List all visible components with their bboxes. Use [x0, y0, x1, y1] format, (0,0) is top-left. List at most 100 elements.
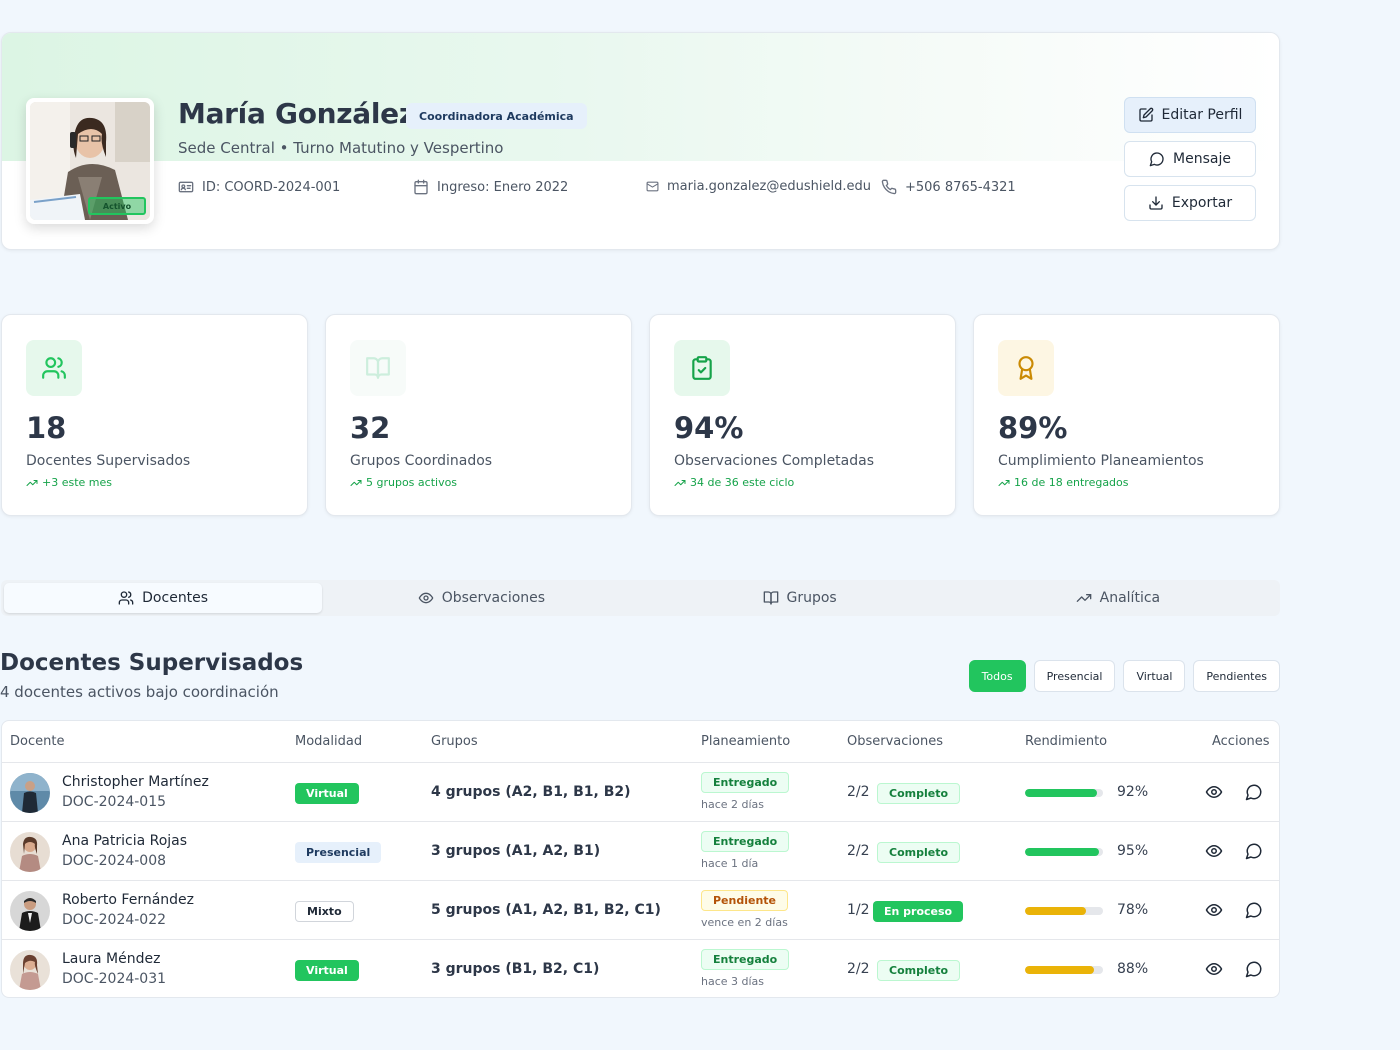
stat-trend-text: 34 de 36 este ciclo — [690, 476, 795, 489]
tab-observaciones[interactable]: Observaciones — [322, 583, 640, 613]
profile-card: Activo María González Coordinadora Acadé… — [1, 32, 1280, 250]
planeamiento-time: hace 3 días — [701, 975, 765, 988]
tab-grupos[interactable]: Grupos — [641, 583, 959, 613]
teacher-avatar — [10, 891, 50, 931]
profile-email-text[interactable]: maria.gonzalez@edushield.edu — [667, 179, 871, 194]
teacher-code: DOC-2024-008 — [62, 853, 167, 869]
message-row-button[interactable] — [1245, 901, 1263, 919]
profile-ingreso: Ingreso: Enero 2022 — [413, 179, 568, 195]
export-button[interactable]: Exportar — [1124, 185, 1256, 221]
message-row-button[interactable] — [1245, 783, 1263, 801]
eye-icon — [1205, 845, 1223, 857]
status-badge: Activo — [88, 197, 146, 215]
grupos-text: 5 grupos (A1, A2, B1, B2, C1) — [431, 902, 661, 918]
filter-presencial[interactable]: Presencial — [1033, 660, 1116, 692]
observaciones-badge: Completo — [877, 842, 961, 863]
filter-pendientes[interactable]: Pendientes — [1193, 660, 1280, 692]
planeamiento-badge: Entregado — [701, 949, 790, 970]
tab-bar: Docentes Observaciones Grupos Analítica — [1, 580, 1280, 616]
edit-icon — [1138, 107, 1153, 122]
filter-todos[interactable]: Todos — [968, 660, 1026, 692]
teacher-code: DOC-2024-022 — [62, 912, 167, 928]
tab-label: Analítica — [1099, 590, 1161, 606]
message-row-button[interactable] — [1245, 960, 1263, 978]
message-circle-icon — [1149, 152, 1164, 167]
profile-subtitle: Sede Central • Turno Matutino y Vesperti… — [178, 139, 504, 157]
award-icon — [1018, 356, 1034, 380]
rendimiento-bar — [1025, 789, 1103, 797]
trending-up-icon — [674, 479, 686, 486]
users-icon — [42, 357, 66, 379]
stat-card-observaciones: 94% Observaciones Completadas 34 de 36 e… — [649, 314, 956, 516]
mail-icon — [646, 181, 659, 192]
observaciones-count: 2/2 — [847, 784, 870, 800]
stat-trend: 16 de 18 entregados — [998, 476, 1129, 489]
planeamiento-time: hace 2 días — [701, 798, 765, 811]
teacher-name[interactable]: Roberto Fernández — [62, 892, 195, 908]
id-card-icon — [178, 181, 194, 193]
modalidad-badge: Mixto — [295, 901, 354, 922]
download-icon — [1149, 196, 1163, 210]
trending-up-icon — [350, 479, 362, 486]
profile-photo: Activo — [30, 102, 150, 220]
modalidad-badge: Virtual — [295, 960, 359, 981]
planeamiento-time: hace 1 día — [701, 857, 759, 870]
message-circle-icon — [1245, 961, 1262, 978]
rendimiento-bar-fill — [1025, 907, 1086, 915]
stat-trend-text: +3 este mes — [42, 476, 113, 489]
trending-up-icon — [998, 479, 1010, 486]
profile-email: maria.gonzalez@edushield.edu — [646, 179, 871, 194]
planeamiento-badge: Entregado — [701, 831, 790, 852]
teacher-name[interactable]: Laura Méndez — [62, 951, 161, 967]
edit-profile-button[interactable]: Editar Perfil — [1124, 97, 1256, 133]
table-header: Docente Modalidad Grupos Planeamiento Ob… — [2, 721, 1279, 763]
docentes-table: Docente Modalidad Grupos Planeamiento Ob… — [1, 720, 1280, 998]
rendimiento-value: 78% — [1117, 902, 1149, 918]
rendimiento-bar — [1025, 907, 1103, 915]
grupos-text: 3 grupos (A1, A2, B1) — [431, 843, 601, 859]
teacher-code: DOC-2024-031 — [62, 971, 167, 987]
teacher-name[interactable]: Ana Patricia Rojas — [62, 833, 188, 849]
teacher-avatar — [10, 832, 50, 872]
observaciones-badge: Completo — [877, 960, 961, 981]
profile-avatar: Activo — [26, 98, 154, 224]
tab-docentes[interactable]: Docentes — [4, 583, 323, 613]
teacher-code: DOC-2024-015 — [62, 794, 167, 810]
eye-icon — [1205, 786, 1223, 798]
stat-icon-box — [674, 340, 730, 396]
filter-virtual[interactable]: Virtual — [1123, 660, 1186, 692]
profile-phone-text: +506 8765-4321 — [905, 179, 1016, 195]
role-badge: Coordinadora Académica — [406, 103, 587, 129]
tab-analitica[interactable]: Analítica — [959, 583, 1277, 613]
eye-icon — [1205, 904, 1223, 916]
phone-icon — [881, 179, 897, 195]
teacher-name[interactable]: Christopher Martínez — [62, 774, 209, 790]
stat-value: 32 — [350, 411, 391, 445]
table-row: Christopher Martínez DOC-2024-015 Virtua… — [2, 763, 1279, 822]
modalidad-badge: Virtual — [295, 783, 359, 804]
message-label: Mensaje — [1173, 151, 1231, 167]
stat-trend-text: 5 grupos activos — [366, 476, 458, 489]
view-button[interactable] — [1205, 901, 1223, 919]
stat-value: 94% — [674, 411, 744, 445]
message-button[interactable]: Mensaje — [1124, 141, 1256, 177]
stat-label: Grupos Coordinados — [350, 453, 493, 469]
col-acciones: Acciones — [1212, 734, 1270, 749]
stat-card-docentes: 18 Docentes Supervisados +3 este mes — [1, 314, 308, 516]
message-row-button[interactable] — [1245, 842, 1263, 860]
edit-profile-label: Editar Perfil — [1161, 107, 1243, 123]
view-button[interactable] — [1205, 783, 1223, 801]
teacher-avatar — [10, 950, 50, 990]
section-title: Docentes Supervisados — [0, 650, 304, 676]
table-row: Ana Patricia Rojas DOC-2024-008 Presenci… — [2, 822, 1279, 881]
view-button[interactable] — [1205, 842, 1223, 860]
users-icon — [118, 591, 134, 605]
stat-trend: +3 este mes — [26, 476, 112, 489]
col-rendimiento: Rendimiento — [1025, 734, 1108, 749]
clipboard-check-icon — [692, 356, 712, 380]
stat-label: Docentes Supervisados — [26, 453, 191, 469]
stat-value: 89% — [998, 411, 1068, 445]
stat-icon-box — [998, 340, 1054, 396]
col-planeamiento: Planeamiento — [701, 734, 791, 749]
view-button[interactable] — [1205, 960, 1223, 978]
